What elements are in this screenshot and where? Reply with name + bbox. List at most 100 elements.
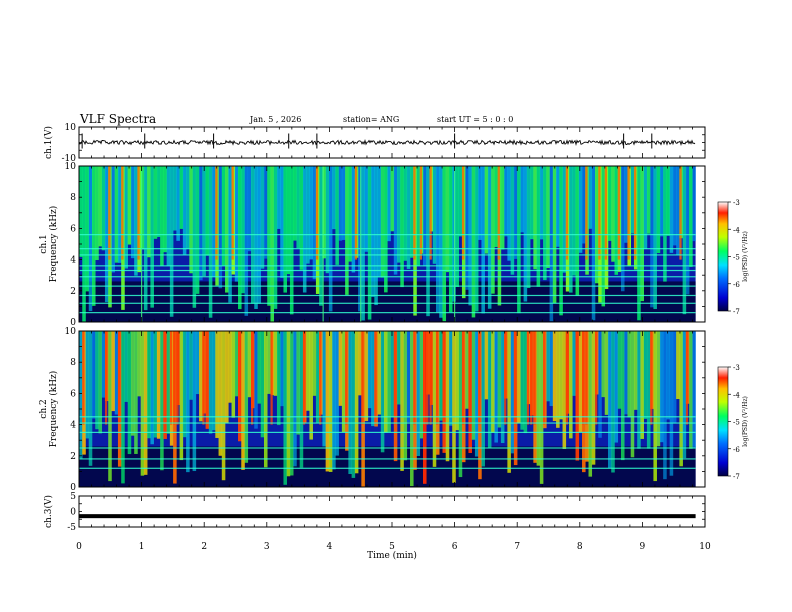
spectrogram-column bbox=[484, 331, 489, 400]
spectrogram-burst bbox=[627, 166, 630, 260]
spectrogram-column bbox=[627, 331, 632, 418]
spectrogram-column bbox=[335, 166, 339, 265]
spectrogram-column bbox=[85, 166, 90, 292]
spectrogram-column bbox=[692, 166, 696, 242]
spectrogram-column bbox=[604, 331, 609, 415]
spectrogram-column bbox=[143, 331, 148, 475]
spectrogram-column bbox=[189, 166, 193, 274]
spectrogram-column bbox=[465, 331, 469, 409]
y-tick-label: 0 bbox=[70, 508, 76, 518]
spectrogram-column bbox=[416, 166, 421, 267]
spectrogram-column bbox=[341, 331, 346, 433]
spectrogram-burst bbox=[163, 331, 166, 425]
spectrogram-burst bbox=[117, 331, 121, 425]
spectrogram-column bbox=[497, 331, 502, 428]
spectrogram-column bbox=[377, 331, 382, 415]
spectrogram-column bbox=[465, 166, 469, 290]
spectrogram-column bbox=[445, 166, 450, 273]
y-tick-label: 4 bbox=[70, 421, 76, 431]
spectrogram-burst bbox=[429, 166, 432, 260]
spectrogram-column bbox=[617, 331, 622, 409]
spectrogram-column bbox=[218, 331, 223, 456]
spectrogram-column bbox=[500, 331, 505, 444]
spectrogram-column bbox=[351, 166, 356, 273]
spectrogram-burst bbox=[302, 331, 306, 425]
spectrogram-burst bbox=[361, 331, 364, 425]
spectrogram-column bbox=[348, 166, 352, 262]
x-tick-label: 9 bbox=[640, 542, 646, 552]
spectrogram-column bbox=[556, 166, 560, 247]
spectrogram-burst bbox=[345, 331, 348, 425]
spectrogram-column bbox=[325, 331, 330, 472]
spectrogram-column bbox=[377, 166, 382, 278]
spectrogram-column bbox=[192, 166, 197, 308]
spectrogram-column bbox=[559, 331, 563, 420]
spectrogram-burst bbox=[585, 166, 588, 260]
spectrogram-column bbox=[640, 331, 644, 439]
spectrogram-column bbox=[241, 331, 245, 470]
spectrogram-column bbox=[351, 331, 356, 478]
spectrogram-burst bbox=[315, 166, 319, 260]
y-tick-label: 4 bbox=[70, 256, 76, 266]
spectrogram-column bbox=[474, 331, 479, 457]
spectrogram-column bbox=[403, 331, 408, 461]
spectrogram-column bbox=[426, 166, 430, 317]
spectrogram-column bbox=[562, 166, 567, 273]
spectrogram-column bbox=[247, 166, 252, 252]
spectrogram-column bbox=[572, 331, 576, 396]
spectrogram-column bbox=[582, 166, 586, 244]
spectrogram-column bbox=[221, 331, 226, 481]
spectrogram-column bbox=[179, 166, 184, 229]
date-label: Jan. 5 , 2026 bbox=[250, 115, 302, 124]
spectrogram-column bbox=[121, 331, 125, 484]
spectrogram-column bbox=[163, 166, 167, 253]
colorbar-tick-label: -4 bbox=[733, 226, 740, 234]
spectrogram-column bbox=[134, 331, 138, 454]
spectrogram-band bbox=[79, 254, 696, 256]
spectrogram-column bbox=[137, 331, 141, 397]
spectrogram-column bbox=[539, 331, 544, 484]
spectrogram-burst bbox=[354, 166, 358, 260]
x-tick-label: 6 bbox=[452, 542, 458, 552]
spectrogram-column bbox=[195, 331, 200, 395]
spectrogram-column bbox=[263, 166, 268, 259]
spectrogram-column bbox=[328, 166, 333, 312]
spectrogram-column bbox=[95, 166, 99, 261]
spectrogram-burst bbox=[423, 331, 426, 425]
spectrogram-burst bbox=[215, 166, 218, 260]
spectrogram-column bbox=[332, 166, 336, 230]
spectrogram-column bbox=[202, 166, 206, 277]
spectrogram-column bbox=[241, 166, 245, 294]
spectrogram-column bbox=[646, 166, 651, 234]
spectrogram-column bbox=[280, 331, 284, 407]
spectrogram-column bbox=[523, 166, 528, 302]
spectrogram-column bbox=[263, 331, 268, 468]
spectrogram-line bbox=[322, 166, 324, 322]
spectrogram-column bbox=[637, 166, 641, 321]
spectrogram-column bbox=[552, 331, 557, 422]
spectrogram-burst bbox=[585, 331, 588, 425]
spectrogram-column bbox=[234, 166, 239, 282]
spectrogram-column bbox=[591, 166, 596, 321]
spectrogram-column bbox=[124, 166, 128, 269]
spectrogram-column bbox=[653, 166, 657, 310]
spectrogram-column bbox=[289, 331, 294, 476]
spectrogram-column bbox=[179, 331, 184, 461]
spectrogram-column bbox=[513, 166, 518, 259]
spectrogram-column bbox=[387, 331, 391, 433]
x-tick-label: 3 bbox=[264, 542, 270, 552]
y-tick-label: 10 bbox=[65, 327, 77, 337]
spectrogram-column bbox=[432, 166, 437, 264]
spectrogram-column bbox=[452, 331, 456, 483]
spectrogram-column bbox=[147, 166, 151, 258]
spectrogram-column bbox=[478, 166, 482, 240]
spectrogram-column bbox=[82, 166, 86, 322]
spectrogram-band bbox=[79, 248, 696, 250]
spectrogram-column bbox=[624, 166, 628, 243]
spectrogram-burst bbox=[617, 166, 620, 260]
y-tick-label: 6 bbox=[70, 389, 76, 399]
spectrogram-burst bbox=[461, 331, 465, 425]
spectrogram-column bbox=[153, 331, 158, 438]
spectrogram-burst bbox=[104, 331, 108, 425]
spectrogram-column bbox=[410, 331, 414, 487]
